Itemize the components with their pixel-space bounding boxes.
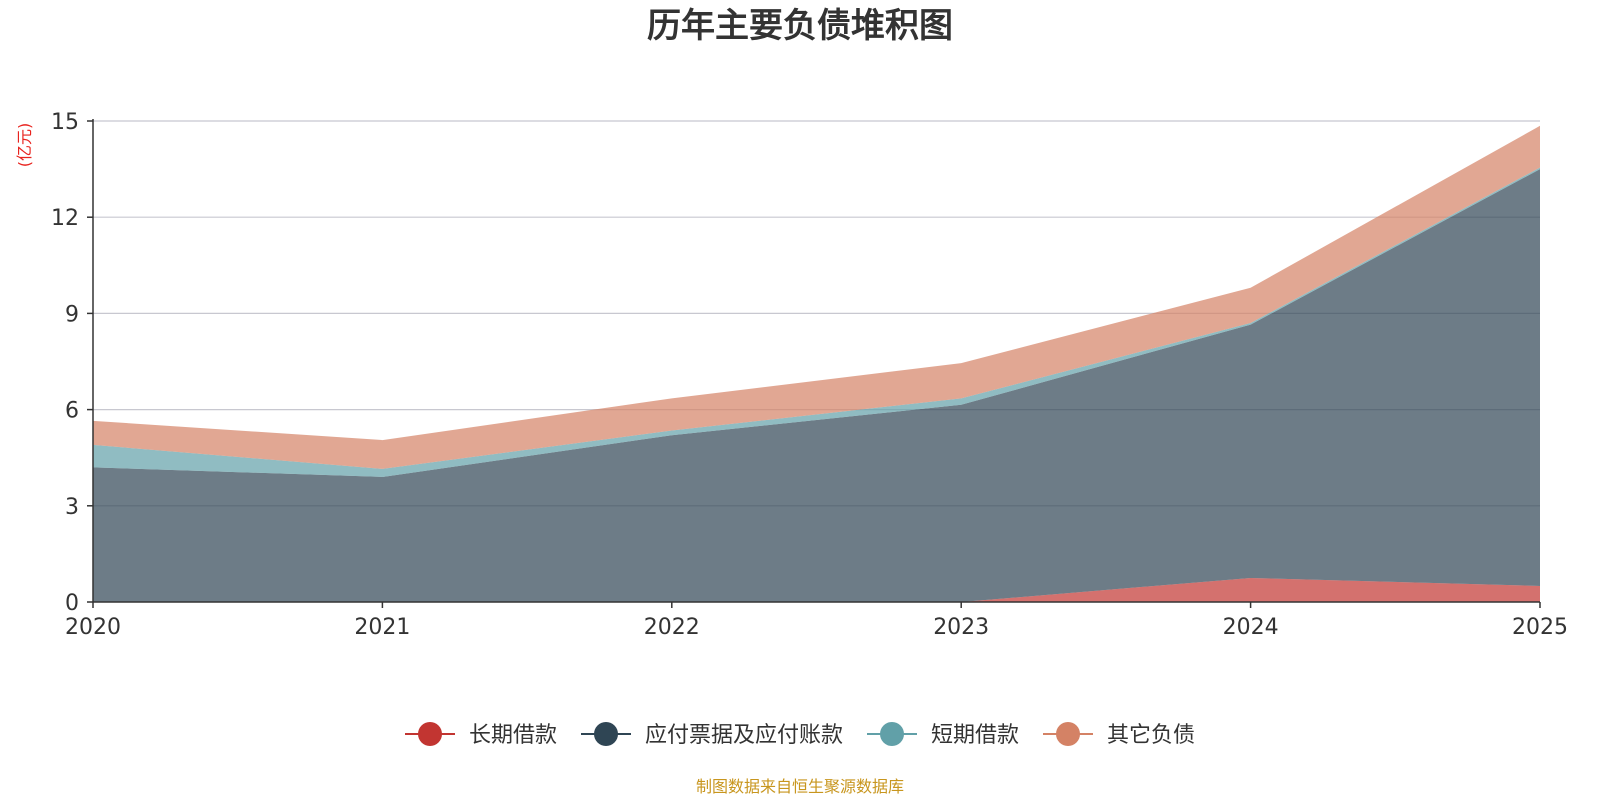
area-series-3[interactable]	[93, 167, 1540, 477]
x-tick-label: 2021	[354, 615, 410, 640]
legend-marker-icon	[1056, 722, 1080, 746]
area-series-layer	[93, 125, 1540, 602]
y-tick-label: 15	[51, 110, 79, 135]
y-axis-unit-label: (亿元)	[15, 123, 34, 168]
y-tick-label: 3	[65, 495, 79, 520]
legend-item-4[interactable]: 其它负债	[1043, 722, 1195, 748]
y-tick-label: 0	[65, 591, 79, 616]
legend-marker-icon	[418, 722, 442, 746]
x-tick-label: 2023	[933, 615, 989, 640]
x-tick-label: 2022	[644, 615, 700, 640]
legend-label: 短期借款	[931, 723, 1019, 748]
legend-label: 其它负债	[1107, 723, 1195, 748]
y-tick-label: 9	[65, 302, 79, 327]
x-tick-label: 2024	[1223, 615, 1279, 640]
legend-item-3[interactable]: 短期借款	[867, 722, 1019, 748]
axes: 0 3 6 9 12 15 2020 2021 2022 2023 2024 2025	[51, 110, 1568, 640]
x-tick-label: 2020	[65, 615, 121, 640]
legend-marker-icon	[594, 722, 618, 746]
area-series-2[interactable]	[93, 169, 1540, 602]
y-tick-label: 12	[51, 206, 79, 231]
legend[interactable]: 长期借款 应付票据及应付账款 短期借款 其它负债	[405, 722, 1195, 748]
legend-item-1[interactable]: 长期借款	[405, 722, 557, 748]
legend-label: 长期借款	[469, 723, 557, 748]
area-series-4[interactable]	[93, 125, 1540, 469]
legend-marker-icon	[880, 722, 904, 746]
area-series-1[interactable]	[93, 577, 1540, 602]
data-source-note: 制图数据来自恒生聚源数据库	[696, 777, 904, 796]
x-tick-label: 2025	[1512, 615, 1568, 640]
legend-item-2[interactable]: 应付票据及应付账款	[581, 722, 843, 748]
legend-label: 应付票据及应付账款	[645, 723, 843, 748]
chart-title: 历年主要负债堆积图	[647, 6, 953, 46]
y-tick-label: 6	[65, 399, 79, 424]
